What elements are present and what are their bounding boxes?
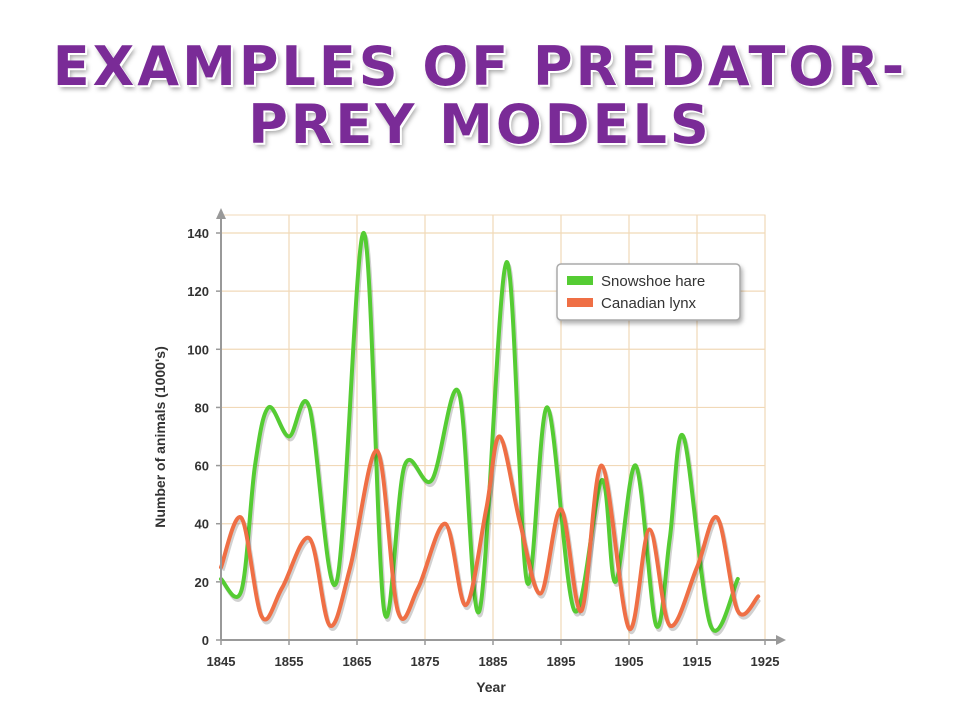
y-tick-label-40: 40 <box>195 517 209 532</box>
x-axis-arrow <box>776 635 786 645</box>
x-tick-label-1885: 1885 <box>479 654 508 669</box>
x-tick-label-1855: 1855 <box>275 654 304 669</box>
x-tick-label-1905: 1905 <box>615 654 644 669</box>
x-tick-label-1845: 1845 <box>207 654 236 669</box>
slide-title-line-1: EXAMPLES OF PREDATOR- <box>52 35 908 98</box>
series-layer <box>219 230 762 636</box>
y-tick-label-0: 0 <box>202 633 209 648</box>
x-tick-label-1915: 1915 <box>683 654 712 669</box>
y-axis-arrow <box>216 208 226 219</box>
y-tick-label-80: 80 <box>195 400 209 415</box>
x-tick-label-1925: 1925 <box>751 654 780 669</box>
series-line-snowshoe-hare <box>219 230 740 633</box>
y-axis-label: Number of animals (1000's) <box>152 346 168 528</box>
x-tick-label-1895: 1895 <box>547 654 576 669</box>
slide-title-line-2: PREY MODELS <box>248 93 712 156</box>
y-tick-label-100: 100 <box>187 342 209 357</box>
y-tick-label-140: 140 <box>187 226 209 241</box>
y-tick-label-20: 20 <box>195 575 209 590</box>
axes <box>216 208 786 645</box>
y-tick-label-120: 120 <box>187 284 209 299</box>
legend-label-snowshoe-hare: Snowshoe hare <box>601 273 705 290</box>
slide-title: EXAMPLES OF PREDATOR- PREY MODELS <box>0 38 960 154</box>
series-line-canadian-lynx <box>219 434 761 631</box>
tick-labels: 1845 1855 1865 1875 1885 1895 1905 1915 1925 0 20 4… <box>187 226 779 669</box>
x-tick-label-1875: 1875 <box>411 654 440 669</box>
legend-label-canadian-lynx: Canadian lynx <box>601 295 697 312</box>
legend-swatch-snowshoe-hare <box>567 276 593 285</box>
legend: Snowshoe hare Canadian lynx <box>556 263 741 321</box>
legend-box <box>556 263 741 321</box>
y-tick-label-60: 60 <box>195 459 209 474</box>
legend-swatch-canadian-lynx <box>567 298 593 307</box>
x-tick-label-1865: 1865 <box>343 654 372 669</box>
x-axis-label: Year <box>476 679 506 695</box>
